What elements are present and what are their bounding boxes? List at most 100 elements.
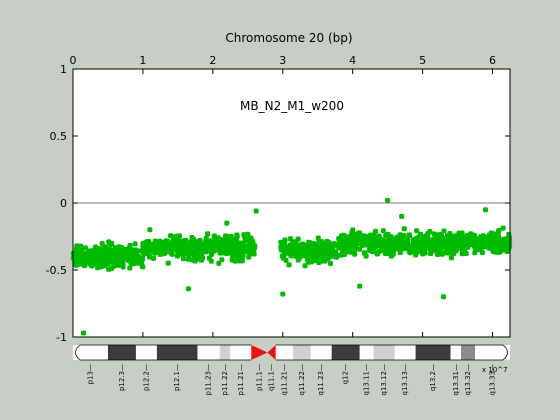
ideogram-band — [107, 345, 136, 360]
data-point — [461, 238, 467, 244]
ideogram-band — [415, 345, 451, 360]
data-point — [102, 263, 108, 269]
data-point — [89, 259, 95, 265]
x-tick-label: 2 — [209, 54, 216, 67]
data-point — [374, 251, 380, 257]
data-point — [166, 241, 172, 247]
data-point — [126, 245, 132, 251]
data-point — [353, 240, 359, 246]
data-point — [234, 254, 240, 260]
data-point — [236, 258, 242, 264]
data-point — [147, 227, 153, 233]
data-point — [101, 244, 107, 250]
data-point — [208, 258, 214, 264]
data-point — [192, 258, 198, 264]
ideogram-band — [475, 345, 510, 360]
data-point — [388, 253, 394, 259]
data-point — [245, 235, 251, 241]
x-tick-label: 0 — [70, 54, 77, 67]
data-point — [111, 255, 117, 261]
data-point — [345, 245, 351, 251]
data-point — [111, 260, 117, 266]
data-point — [435, 232, 441, 238]
data-point — [133, 250, 139, 256]
data-point — [226, 242, 232, 248]
data-point — [341, 251, 347, 257]
chart-title: Chromosome 20 (bp) — [225, 31, 352, 45]
data-point — [157, 238, 163, 244]
data-point — [95, 257, 101, 263]
data-point — [448, 248, 454, 254]
data-point — [435, 251, 441, 257]
data-point — [102, 249, 108, 255]
data-point — [313, 242, 319, 248]
data-point — [204, 241, 210, 247]
data-point — [438, 244, 444, 250]
data-point — [374, 240, 380, 246]
data-point — [481, 241, 487, 247]
ideogram-band — [293, 345, 311, 360]
data-point — [448, 255, 454, 261]
data-point — [139, 255, 145, 261]
data-point — [211, 233, 217, 239]
data-point — [503, 237, 509, 243]
data-point — [146, 253, 152, 259]
data-point — [302, 263, 308, 269]
ideogram-band-label: p11.22— — [221, 364, 229, 395]
data-point — [203, 246, 209, 252]
ideogram-band-label: p13— — [86, 364, 94, 384]
data-point — [282, 249, 288, 255]
data-point — [422, 246, 428, 252]
ideogram-band-label: p12.1— — [173, 364, 181, 391]
data-point — [447, 231, 453, 237]
data-point — [430, 246, 436, 252]
data-point — [289, 245, 295, 251]
ideogram-band — [373, 345, 395, 360]
data-point — [208, 250, 214, 256]
ideogram-band-label: q11.22— — [298, 364, 306, 395]
data-point — [217, 250, 223, 256]
data-point — [120, 251, 126, 257]
data-point — [357, 283, 363, 289]
data-point — [314, 252, 320, 258]
data-point — [197, 239, 203, 245]
data-point — [109, 240, 115, 246]
data-point — [192, 253, 198, 259]
y-tick-label: 0.5 — [50, 130, 68, 143]
x-axis-scale-label: x 10^7 — [482, 366, 508, 374]
data-point — [282, 237, 288, 243]
data-point — [90, 248, 96, 254]
data-point — [392, 240, 398, 246]
data-point — [120, 264, 126, 270]
ideogram-outline-q — [275, 344, 508, 361]
data-point — [82, 245, 88, 251]
data-point — [175, 239, 181, 245]
data-point — [361, 250, 367, 256]
ideogram-band-label: p11.1— — [255, 364, 263, 391]
data-point — [211, 245, 217, 251]
ideogram-band-label: q13.12— — [380, 364, 388, 395]
data-point — [120, 256, 126, 262]
data-point — [320, 250, 326, 256]
data-point — [151, 255, 157, 261]
data-point — [313, 258, 319, 264]
data-point — [211, 238, 217, 244]
data-point — [389, 247, 395, 253]
ideogram-band — [394, 345, 416, 360]
data-point — [155, 248, 161, 254]
data-point — [475, 243, 481, 249]
data-point — [292, 251, 298, 257]
data-point — [470, 233, 476, 239]
data-point — [399, 213, 405, 219]
data-point — [384, 247, 390, 253]
data-point — [431, 231, 437, 237]
data-point — [244, 245, 250, 251]
data-point — [225, 235, 231, 241]
ideogram-band-centromere — [251, 345, 268, 360]
data-point — [79, 247, 85, 253]
data-point — [301, 242, 307, 248]
data-point — [84, 250, 90, 256]
data-point — [203, 235, 209, 241]
